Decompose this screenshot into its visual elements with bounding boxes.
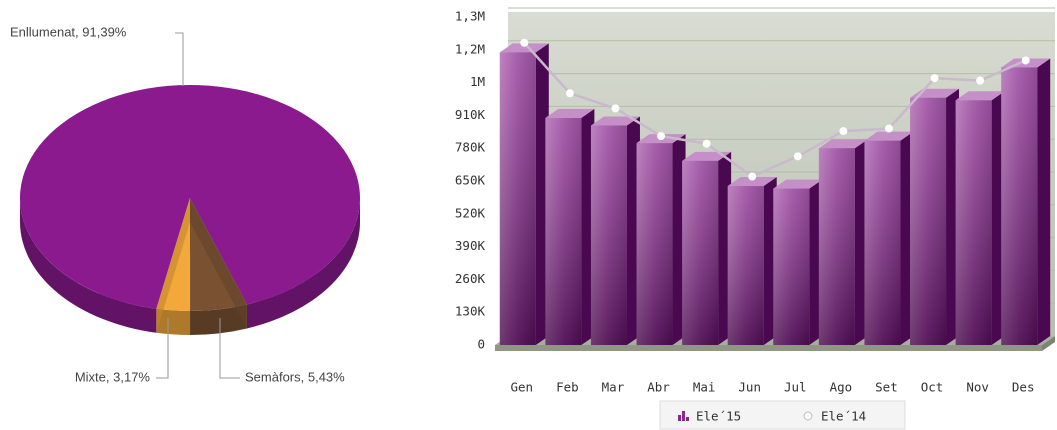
bar-shade <box>955 100 992 345</box>
pie-slice <box>20 84 361 309</box>
line-point <box>884 124 893 133</box>
x-tick-label: Feb <box>556 380 579 395</box>
line-point <box>565 89 574 98</box>
slice-label: Mixte, 3,17% <box>75 369 151 384</box>
pie-inner-wall <box>190 198 247 329</box>
leader-line <box>175 32 184 86</box>
x-tick-label: Oct <box>921 380 944 395</box>
bar-shade <box>818 148 855 345</box>
bar-top <box>818 139 868 149</box>
y-tick-label: 260K <box>455 271 486 286</box>
legend-marker <box>803 411 813 421</box>
pie-side <box>246 198 360 329</box>
x-tick-label: Des <box>1012 380 1035 395</box>
x-tick-label: Mai <box>693 380 716 395</box>
leader-line <box>156 318 169 379</box>
legend-marker <box>682 411 685 421</box>
slice-label: Semàfors, 5,43% <box>245 369 345 384</box>
legend-label: Ele´15 <box>696 409 741 424</box>
bar-shade <box>1001 67 1038 345</box>
bar-top <box>682 151 732 161</box>
bar-top <box>499 43 549 53</box>
line <box>523 41 1027 178</box>
bar-shade <box>682 160 719 345</box>
leader-line <box>219 318 240 379</box>
bar-shade <box>864 140 901 345</box>
line-point <box>702 139 711 148</box>
legend-marker <box>686 417 689 421</box>
legend-label: Ele´14 <box>821 409 866 424</box>
floor-end <box>1042 336 1055 351</box>
line-point <box>930 74 939 83</box>
y-tick-label: 520K <box>455 205 486 220</box>
line-point <box>976 76 985 85</box>
bar-side <box>1037 58 1051 345</box>
line-point <box>1021 56 1030 65</box>
x-tick-label: Mar <box>602 380 625 395</box>
legend-marker <box>678 415 681 421</box>
bar-shade <box>499 52 536 345</box>
bar-top <box>545 108 595 118</box>
x-tick-label: Nov <box>966 380 989 395</box>
pie-chart: Enllumenat, 91,39% Semàfors, 5,43% Mixte, … <box>10 24 361 384</box>
line-point <box>611 104 620 113</box>
bar-shade <box>545 117 582 345</box>
pie-side <box>156 308 191 335</box>
y-tick-label: 1M <box>470 74 485 89</box>
x-tick-label: Gen <box>511 380 534 395</box>
y-tick-label: 390K <box>455 238 486 253</box>
line-point <box>520 38 529 47</box>
y-tick-label: 0 <box>477 337 485 352</box>
bar-shade <box>773 188 810 345</box>
bar-shade <box>910 97 947 345</box>
bar-top <box>773 179 823 189</box>
pie-inner-wall <box>156 198 190 333</box>
line-point <box>657 132 666 141</box>
bar-chart: 0 130K 260K 390K 520K 650K 780K 910K 1M 1,2M 1,3M G… <box>455 7 1055 430</box>
y-tick-label: 1,2M <box>455 41 485 56</box>
line-point <box>793 152 802 161</box>
line-point <box>839 127 848 136</box>
x-tick-label: Ago <box>830 380 853 395</box>
bar-top <box>727 177 777 187</box>
bar-top <box>590 116 640 126</box>
bar-shade <box>590 125 627 345</box>
bar-top <box>864 131 914 141</box>
pie-side <box>20 198 157 333</box>
y-tick-label: 910K <box>455 107 486 122</box>
x-tick-label: Abr <box>647 380 670 395</box>
line-point <box>748 172 757 181</box>
y-tick-label: 650K <box>455 173 486 188</box>
y-tick-label: 130K <box>455 304 486 319</box>
legend-box <box>659 400 906 430</box>
slice-label: Enllumenat, 91,39% <box>10 24 127 39</box>
x-tick-label: Jul <box>784 380 807 395</box>
bar-shade <box>636 143 673 345</box>
x-tick-label: Set <box>875 380 898 395</box>
y-tick-label: 1,3M <box>455 9 485 24</box>
bar-shade <box>727 186 764 345</box>
floor-front <box>495 345 1042 351</box>
x-tick-label: Jun <box>738 380 761 395</box>
pie-side <box>190 304 247 335</box>
y-tick-label: 780K <box>455 140 486 155</box>
bar-top <box>955 91 1005 101</box>
